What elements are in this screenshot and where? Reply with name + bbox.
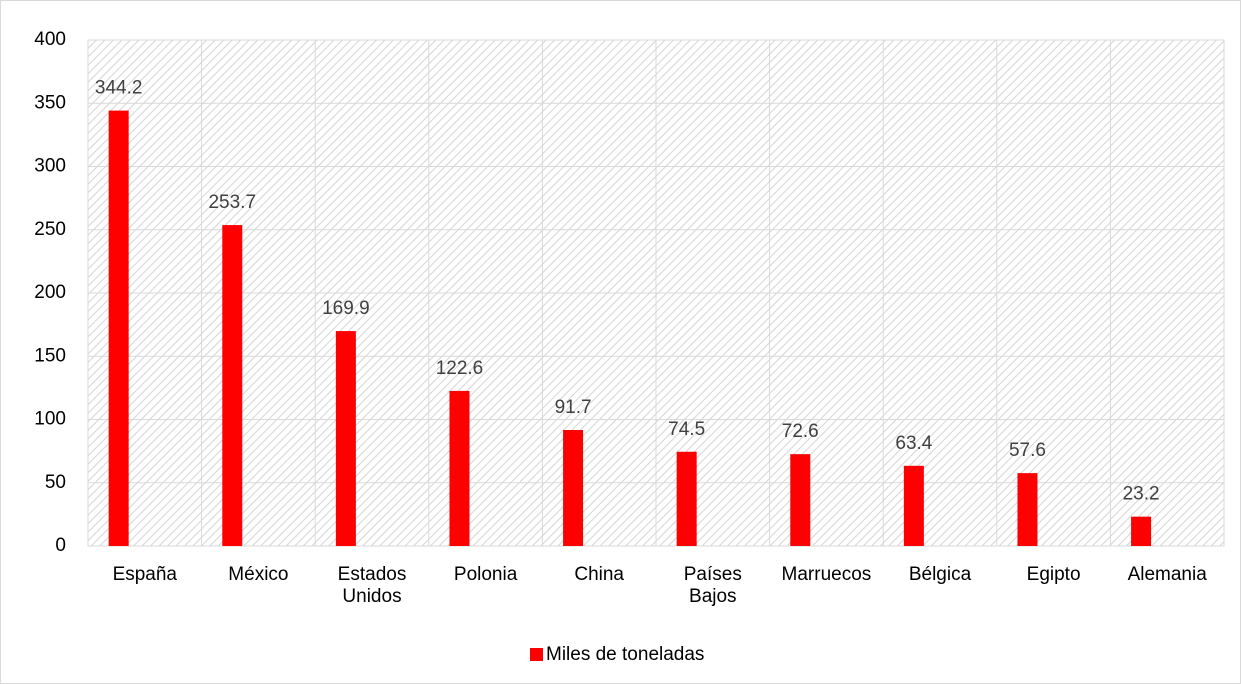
x-tick-label: México [228,564,289,585]
y-tick-label: 250 [34,219,66,240]
bar [1017,473,1038,546]
x-tick-label: Egipto [1026,564,1081,585]
bar [676,451,697,546]
y-tick-label: 200 [34,282,66,303]
bar [449,390,470,546]
value-label: 23.2 [1123,484,1160,505]
x-tick-label: Bélgica [908,564,972,585]
value-label: 169.9 [322,298,370,319]
y-tick-label: 150 [34,345,66,366]
bar [790,454,811,546]
value-label: 253.7 [208,192,256,213]
x-tick-label: Alemania [1127,564,1207,585]
bar [222,225,243,546]
y-tick-label: 100 [34,409,66,430]
bar [335,331,356,546]
legend-swatch [530,648,543,661]
bar [563,429,584,546]
legend-label: Miles de toneladas [546,644,704,665]
value-label: 72.6 [782,421,819,442]
bar [903,465,924,546]
value-label: 74.5 [668,419,705,440]
value-label: 344.2 [95,78,143,99]
x-tick-label: Marruecos [781,564,872,585]
value-label: 63.4 [895,433,932,454]
x-tick-label: Países Bajos [683,564,742,607]
x-tick-label: Estados Unidos [337,564,407,607]
y-tick-label: 50 [45,472,66,493]
x-tick-label: España [112,564,178,585]
x-tick-label: China [574,564,625,585]
bar [1131,516,1152,546]
y-tick-label: 0 [55,535,66,556]
value-label: 57.6 [1009,440,1046,461]
y-tick-label: 300 [34,156,66,177]
value-label: 122.6 [436,358,484,379]
x-tick-label: Polonia [453,564,518,585]
bar [108,110,129,546]
value-label: 91.7 [555,397,592,418]
y-tick-label: 350 [34,92,66,113]
y-tick-label: 400 [34,29,66,50]
